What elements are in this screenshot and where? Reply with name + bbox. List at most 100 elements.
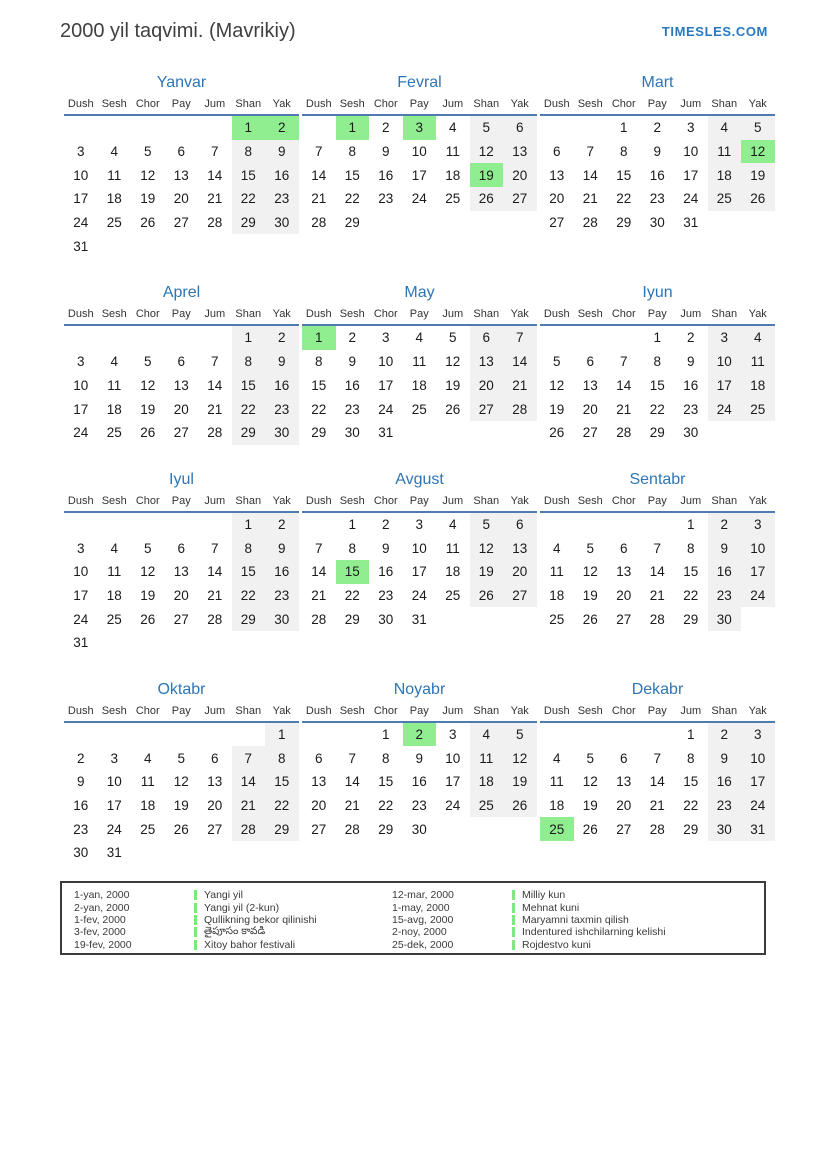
weekday-label: Sesh <box>339 494 365 507</box>
month-title: Aprel <box>162 284 201 302</box>
day-cell: 21 <box>503 373 537 398</box>
day-cell: 12 <box>445 354 461 370</box>
weekday-label: Dush <box>305 494 332 507</box>
day-cell: 24 <box>378 401 394 417</box>
day-cell: 12 <box>469 536 503 560</box>
day-cell: 30 <box>683 425 699 441</box>
day-cell: 28 <box>231 817 265 842</box>
legend-holiday-name: Qullikning bekor qilinishi <box>204 913 317 926</box>
day-cell: 2 <box>381 120 390 136</box>
legend-date: 19-fev, 2000 <box>74 938 132 951</box>
weekday-label: Pay <box>171 494 191 507</box>
day-cell: 22 <box>683 798 699 814</box>
day-cell: 5 <box>469 512 503 537</box>
day-cell: 30 <box>265 420 299 445</box>
day-cell: 24 <box>106 821 122 837</box>
weekday-label: Sesh <box>101 494 127 507</box>
weekday-label: Jum <box>204 704 226 717</box>
weekday-label: Jum <box>204 494 226 507</box>
empty-cell <box>131 116 165 140</box>
day-cell: 6 <box>210 750 219 766</box>
day-cell: 29 <box>231 420 265 445</box>
empty-cell <box>302 723 336 747</box>
day-cell: 29 <box>265 817 299 842</box>
day-cell: 22 <box>683 587 699 603</box>
month-aprel: Aprel Dush Sesh Chor Pay Jum Shan Yak 1 2 3 4 5 6 7 8 9 1… <box>64 282 299 445</box>
day-cell: 11 <box>107 377 122 393</box>
day-cell: 28 <box>649 821 665 837</box>
day-cell: 15 <box>231 163 265 188</box>
weekday-header-row: Dush Sesh Chor Pay Jum Shan Yak <box>64 705 299 723</box>
day-cell: 3 <box>110 750 118 766</box>
day-cell: 15 <box>335 559 369 584</box>
day-cell: 9 <box>415 750 423 766</box>
day-cell: 22 <box>231 583 265 608</box>
day-cell: 19 <box>503 770 537 794</box>
day-cell: 20 <box>582 401 598 417</box>
day-cell: 2 <box>707 722 741 747</box>
day-cell: 14 <box>616 377 632 393</box>
day-cell: 13 <box>616 564 632 580</box>
day-cell: 7 <box>210 354 219 370</box>
weekday-label: Jum <box>442 704 464 717</box>
day-cell: 8 <box>348 144 356 160</box>
weekday-label: Chor <box>135 704 160 717</box>
day-cell: 26 <box>469 187 503 211</box>
day-cell: 16 <box>707 559 741 584</box>
empty-cell <box>574 513 608 537</box>
day-cell: 30 <box>344 425 360 441</box>
empty-cell <box>503 607 537 631</box>
weekday-label: Dush <box>543 98 570 110</box>
day-cell: 24 <box>741 583 775 608</box>
site-link[interactable]: TIMESLES.COM <box>661 24 768 39</box>
weekday-label: Dush <box>543 704 570 717</box>
empty-cell <box>64 513 98 537</box>
empty-cell <box>540 326 574 350</box>
day-cell: 1 <box>381 727 390 743</box>
weekday-label: Pay <box>409 98 429 110</box>
weekday-label: Yak <box>272 308 291 321</box>
day-cell: 6 <box>177 354 185 370</box>
day-cell: 27 <box>207 821 223 837</box>
day-cell: 22 <box>616 191 632 207</box>
day-cell: 23 <box>649 191 665 207</box>
legend-holiday-name: Mehnat kuni <box>522 901 580 914</box>
day-cell: 3 <box>448 727 457 743</box>
day-cell: 8 <box>314 354 323 370</box>
day-cell: 5 <box>552 354 561 370</box>
day-cell: 25 <box>707 187 741 211</box>
day-cell: 25 <box>469 793 503 818</box>
weekday-label: Sesh <box>577 494 603 507</box>
day-cell: 4 <box>552 750 561 766</box>
empty-cell <box>232 631 266 655</box>
day-cell: 13 <box>503 139 537 164</box>
weekday-header-row: Dush Sesh Chor Pay Jum Shan Yak <box>64 308 299 327</box>
day-cell: 5 <box>469 116 503 140</box>
holiday-marker-icon <box>194 890 197 901</box>
weekday-label: Sesh <box>577 98 603 110</box>
weekday-label: Sesh <box>339 98 365 110</box>
empty-cell <box>165 723 199 747</box>
day-cell: 16 <box>649 167 665 183</box>
weekday-label: Sesh <box>577 704 603 717</box>
month-fevral: Fevral Dush Sesh Chor Pay Jum Shan Yak 1 2 3 4 5 6 7 8 9… <box>302 72 537 258</box>
day-cell: 8 <box>231 536 265 560</box>
day-cell: 18 <box>106 401 122 417</box>
legend-item: 15-avg, 2000 Maryamni taxmin qilish <box>392 914 764 926</box>
day-cell: 29 <box>616 215 632 231</box>
day-cell: 21 <box>649 587 665 603</box>
empty-cell <box>165 234 199 258</box>
day-cell: 12 <box>503 746 537 771</box>
month-title: Iyul <box>169 470 194 488</box>
month-title: Sentabr <box>629 470 686 488</box>
empty-cell <box>98 513 132 537</box>
weekday-label: Jum <box>442 494 464 507</box>
day-cell: 27 <box>311 821 327 837</box>
day-cell: 10 <box>445 750 461 766</box>
day-cell: 16 <box>411 774 427 790</box>
month-title: Iyun <box>642 284 673 302</box>
empty-cell <box>470 421 504 445</box>
day-cell: 19 <box>582 587 598 603</box>
month-mart: Mart Dush Sesh Chor Pay Jum Shan Yak 1 2 3 4 5 6 7 8 9 10… <box>540 72 775 258</box>
weekday-header-row: Dush Sesh Chor Pay Jum Shan Yak <box>64 495 299 513</box>
